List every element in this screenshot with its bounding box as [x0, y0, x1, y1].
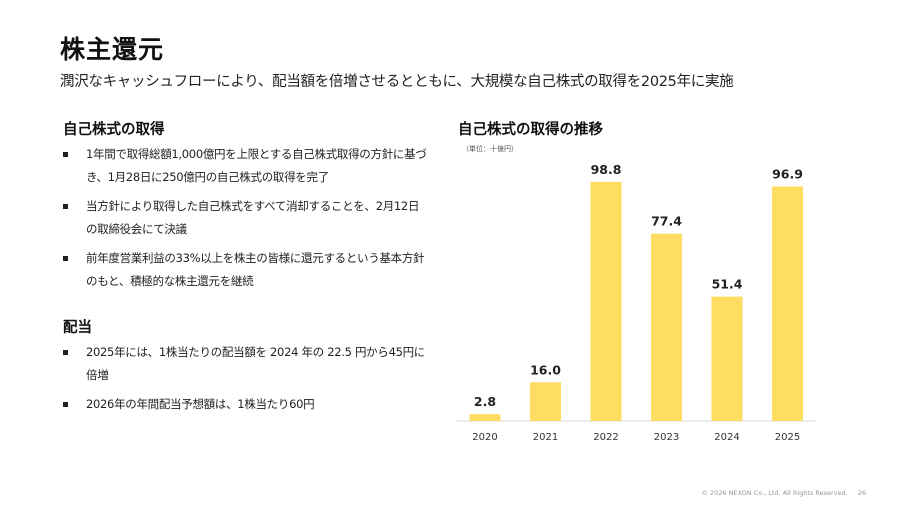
x-tick-label: 2020: [472, 432, 497, 443]
bar-2022: [590, 181, 622, 421]
bar-2021: [530, 382, 561, 421]
x-tick-label: 2023: [654, 432, 679, 443]
buyback-bar-chart: 2.8 2020 16.0 2021 98.8 2022 77.4 2023 51.4 2024 9…: [457, 162, 815, 443]
footer: © 2026 NEXON Co., Ltd. All Rights Reserv…: [701, 489, 866, 497]
data-label: 2.8: [474, 394, 496, 409]
dividend-item: 2026年の年間配当予想額は、1株当たり60円: [60, 393, 430, 416]
buyback-item: 前年度営業利益の33%以上を株主の皆様に還元するという基本方針のもと、積極的な株…: [60, 247, 430, 293]
x-tick-label: 2021: [533, 432, 558, 443]
data-label: 16.0: [530, 362, 561, 377]
page-number: 26: [857, 489, 866, 497]
bar-2025: [772, 186, 803, 421]
buyback-item: 1年間で取得総額1,000億円を上限とする自己株式取得の方針に基づき、1月28日…: [60, 143, 430, 189]
data-label: 51.4: [712, 277, 743, 292]
buyback-item: 当方針により取得した自己株式をすべて消却することを、2月12日の取締役会にて決議: [60, 195, 430, 241]
buyback-heading: 自己株式の取得: [63, 122, 165, 138]
page-title: 株主還元: [60, 35, 165, 64]
data-label: 96.9: [772, 167, 803, 182]
x-tick-label: 2024: [714, 432, 739, 443]
dividend-heading: 配当: [63, 320, 92, 336]
chart-unit-label: （単位：十億円）: [462, 145, 518, 153]
chart-heading: 自己株式の取得の推移: [458, 122, 603, 138]
x-tick-label: 2025: [775, 432, 800, 443]
bar-2023: [651, 233, 682, 421]
bar-2024: [711, 296, 743, 421]
buyback-list: 1年間で取得総額1,000億円を上限とする自己株式取得の方針に基づき、1月28日…: [60, 143, 430, 299]
page-subtitle: 潤沢なキャッシュフローにより、配当額を倍増させるとともに、大規模な自己株式の取得…: [60, 74, 734, 90]
copyright-text: © 2026 NEXON Co., Ltd. All Rights Reserv…: [701, 489, 848, 497]
dividend-item: 2025年には、1株当たりの配当額を 2024 年の 22.5 円から45円に倍…: [60, 341, 430, 387]
data-label: 98.8: [591, 162, 622, 177]
bar-2020: [469, 414, 501, 421]
x-tick-label: 2022: [593, 432, 618, 443]
data-label: 77.4: [651, 214, 682, 229]
dividend-list: 2025年には、1株当たりの配当額を 2024 年の 22.5 円から45円に倍…: [60, 341, 430, 422]
